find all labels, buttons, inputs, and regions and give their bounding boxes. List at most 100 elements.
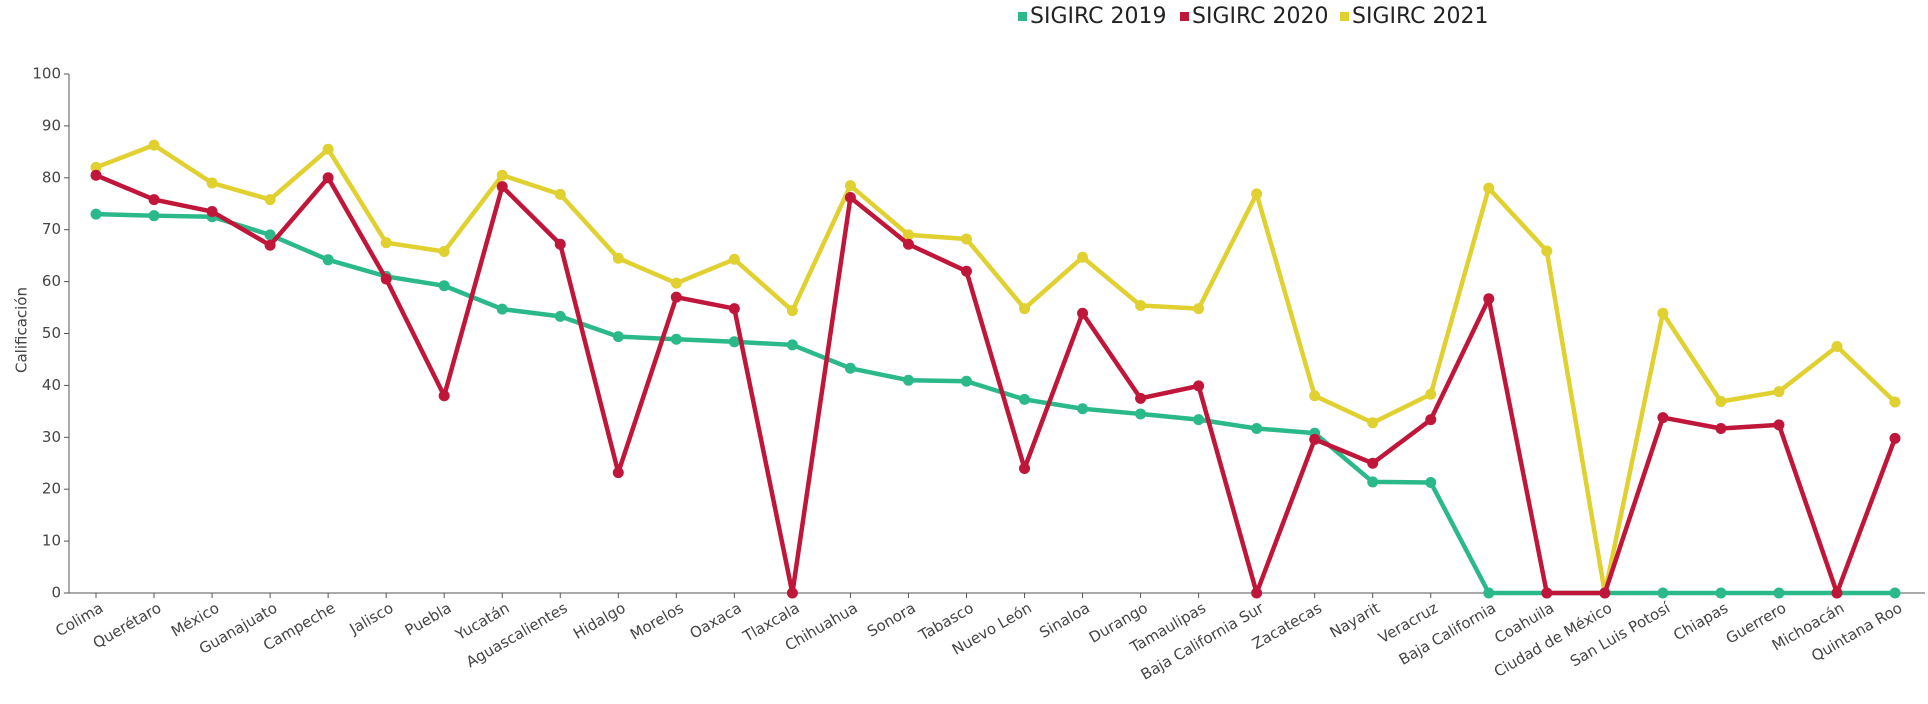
data-point xyxy=(1077,252,1088,263)
data-point xyxy=(1193,414,1204,425)
x-tick-label: Jalisco xyxy=(346,599,397,639)
data-point xyxy=(265,194,276,205)
data-point xyxy=(671,278,682,289)
data-point xyxy=(1077,403,1088,414)
data-point xyxy=(1657,308,1668,319)
legend-swatch xyxy=(1340,12,1349,21)
data-point xyxy=(149,210,160,221)
x-tick-label: Morelos xyxy=(627,599,687,644)
data-point xyxy=(787,305,798,316)
data-point xyxy=(381,237,392,248)
data-point xyxy=(497,170,508,181)
data-point xyxy=(91,170,102,181)
data-point xyxy=(1483,293,1494,304)
chart: Calificación 0102030405060708090100Colim… xyxy=(0,0,1928,704)
data-point xyxy=(1657,412,1668,423)
data-point xyxy=(91,209,102,220)
data-point xyxy=(845,180,856,191)
data-point xyxy=(323,254,334,265)
data-point xyxy=(1251,588,1262,599)
data-point xyxy=(1251,423,1262,434)
data-point xyxy=(381,274,392,285)
data-point xyxy=(1425,389,1436,400)
data-point xyxy=(845,363,856,374)
data-point xyxy=(1483,183,1494,194)
x-tick-label: Oaxaca xyxy=(687,599,745,643)
x-tick-label: Puebla xyxy=(402,599,455,640)
data-point xyxy=(1773,419,1784,430)
legend-swatch xyxy=(1018,12,1027,21)
y-tick-label: 100 xyxy=(32,65,61,83)
legend-label: SIGIRC 2021 xyxy=(1352,4,1489,29)
data-point xyxy=(1193,380,1204,391)
y-tick-label: 50 xyxy=(42,324,61,342)
data-point xyxy=(497,304,508,315)
data-point xyxy=(1019,303,1030,314)
series-line xyxy=(96,175,1895,593)
data-point xyxy=(1019,463,1030,474)
data-point xyxy=(729,254,740,265)
data-point xyxy=(845,192,856,203)
data-point xyxy=(439,390,450,401)
y-tick-label: 30 xyxy=(42,428,61,446)
data-point xyxy=(1483,588,1494,599)
x-tick-label: San Luis Potosí xyxy=(1567,598,1674,670)
y-tick-label: 90 xyxy=(42,116,61,134)
data-point xyxy=(1890,433,1901,444)
x-tick-label: Nayarit xyxy=(1327,599,1383,642)
data-point xyxy=(613,467,624,478)
data-point xyxy=(787,339,798,350)
data-point xyxy=(1193,303,1204,314)
data-point xyxy=(1135,393,1146,404)
data-point xyxy=(555,239,566,250)
data-point xyxy=(497,181,508,192)
data-point xyxy=(961,266,972,277)
data-point xyxy=(613,331,624,342)
data-point xyxy=(555,311,566,322)
data-point xyxy=(1831,588,1842,599)
data-point xyxy=(1890,588,1901,599)
data-point xyxy=(613,253,624,264)
data-point xyxy=(961,234,972,245)
data-point xyxy=(149,194,160,205)
data-point xyxy=(1309,434,1320,445)
data-point xyxy=(1367,476,1378,487)
y-tick-label: 0 xyxy=(51,584,61,602)
data-point xyxy=(323,144,334,155)
data-point xyxy=(1599,588,1610,599)
data-point xyxy=(1367,458,1378,469)
data-point xyxy=(1135,300,1146,311)
y-tick-label: 40 xyxy=(42,376,61,394)
data-point xyxy=(207,177,218,188)
data-point xyxy=(1715,396,1726,407)
x-tick-label: Aguascalientes xyxy=(463,599,571,672)
data-point xyxy=(323,172,334,183)
data-point xyxy=(671,334,682,345)
data-point xyxy=(903,375,914,386)
data-point xyxy=(787,588,798,599)
data-point xyxy=(439,280,450,291)
data-point xyxy=(1541,245,1552,256)
data-point xyxy=(1657,588,1668,599)
y-tick-label: 20 xyxy=(42,480,61,498)
x-tick-label: Sinaloa xyxy=(1036,599,1093,642)
data-point xyxy=(1773,588,1784,599)
data-point xyxy=(1715,588,1726,599)
legend-label: SIGIRC 2019 xyxy=(1030,4,1167,29)
data-point xyxy=(729,303,740,314)
data-point xyxy=(439,246,450,257)
data-point xyxy=(1773,386,1784,397)
data-point xyxy=(1715,423,1726,434)
data-point xyxy=(1425,414,1436,425)
y-tick-label: 80 xyxy=(42,168,61,186)
x-tick-label: Baja California xyxy=(1396,599,1499,669)
x-tick-label: Hidalgo xyxy=(570,599,628,643)
data-point xyxy=(961,376,972,387)
x-tick-label: Sonora xyxy=(864,599,919,641)
y-axis-label: Calificación xyxy=(13,287,31,373)
y-tick-label: 70 xyxy=(42,220,61,238)
data-point xyxy=(1077,308,1088,319)
legend-label: SIGIRC 2020 xyxy=(1192,4,1329,29)
data-point xyxy=(207,206,218,217)
data-point xyxy=(1309,390,1320,401)
